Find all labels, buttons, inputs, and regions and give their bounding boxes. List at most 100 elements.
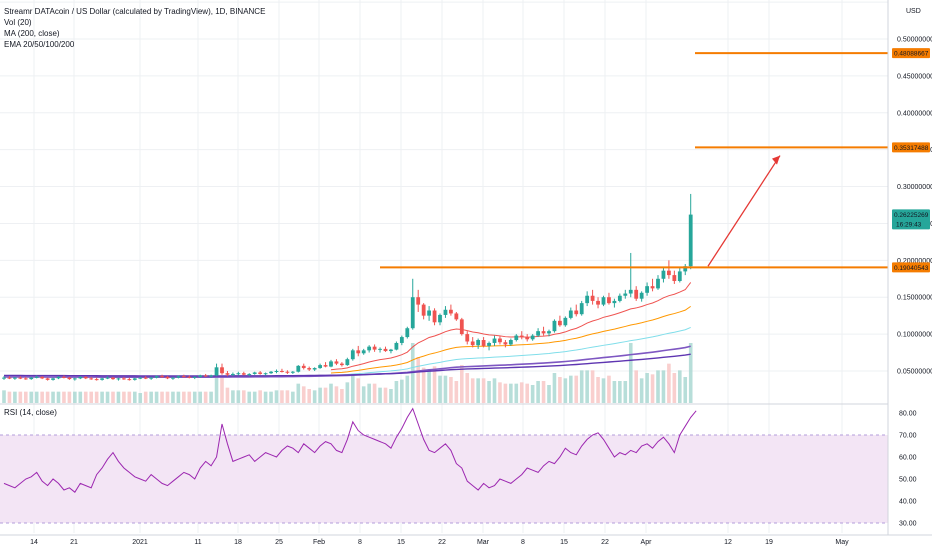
- candle-body: [269, 371, 273, 374]
- volume-bar: [427, 370, 431, 403]
- price-tag: [892, 142, 930, 153]
- price-tick-label: 0.30000000: [897, 184, 932, 191]
- candle-body: [345, 359, 350, 366]
- volume-bar: [361, 386, 366, 403]
- candle-body: [45, 378, 50, 380]
- volume-bar: [296, 383, 301, 403]
- volume-bar: [438, 375, 442, 403]
- volume-bar: [100, 391, 104, 403]
- candle-body: [100, 378, 104, 380]
- volume-bar: [24, 391, 28, 403]
- price-tick-label: 0.45000000: [897, 73, 932, 80]
- volume-bar: [634, 370, 638, 403]
- candle-body: [296, 365, 301, 372]
- rsi-tick-label: 40.00: [899, 499, 917, 506]
- volume-bar: [111, 391, 115, 403]
- volume-bar: [465, 373, 470, 403]
- volume-bar: [607, 375, 611, 403]
- volume-bar: [56, 391, 61, 403]
- volume-bar: [514, 383, 519, 403]
- candle-body: [62, 376, 66, 378]
- candle-body: [94, 379, 99, 381]
- candle-body: [623, 293, 628, 296]
- candle-body: [612, 300, 617, 304]
- candle-body: [280, 371, 284, 372]
- candle-body: [503, 342, 508, 345]
- candle-body: [176, 376, 181, 378]
- candle-body: [394, 342, 399, 350]
- volume-bar: [67, 391, 72, 403]
- candle-body: [72, 378, 77, 380]
- volume-bar: [171, 391, 175, 403]
- volume-bar: [225, 387, 230, 403]
- candle-body: [656, 278, 660, 289]
- candle-body: [143, 377, 148, 379]
- volume-bar: [29, 391, 34, 403]
- candle-body: [111, 377, 115, 380]
- volume-bar: [667, 363, 671, 403]
- volume-bar: [18, 391, 23, 403]
- volume-bar: [530, 385, 535, 403]
- candle-body: [241, 373, 246, 375]
- candle-body: [596, 300, 600, 305]
- candle-body: [487, 342, 491, 346]
- volume-bar: [405, 375, 410, 403]
- volume-bar: [678, 370, 682, 403]
- volume-bar: [73, 391, 77, 403]
- candle-body: [312, 368, 317, 370]
- candle-body: [399, 337, 404, 343]
- volume-bar: [372, 383, 377, 403]
- volume-bar: [269, 391, 273, 403]
- level-lines[interactable]: [380, 52, 888, 269]
- candle-body: [568, 310, 573, 318]
- price-tick-label: 0.20000000: [897, 258, 932, 265]
- projection-arrow[interactable]: [707, 155, 781, 267]
- volume-bar: [280, 390, 284, 403]
- candle-body: [274, 371, 279, 372]
- volume-bars: [2, 343, 693, 403]
- volume-bar: [552, 373, 557, 403]
- volume-bar: [138, 393, 143, 403]
- volume-bar: [62, 391, 66, 403]
- volume-bar: [432, 366, 437, 403]
- volume-bar: [454, 381, 459, 403]
- volume-bar: [389, 389, 393, 403]
- volume-bar: [220, 377, 224, 403]
- volume-bar: [203, 391, 208, 403]
- candle-body: [231, 373, 235, 375]
- volume-bar: [421, 367, 426, 403]
- candle-body: [634, 289, 639, 299]
- volume-bar: [672, 373, 677, 403]
- volume-bar: [231, 390, 235, 403]
- indicator-ema[interactable]: EMA 20/50/100/200: [4, 40, 75, 49]
- candle-body: [563, 317, 568, 326]
- volume-bar: [345, 382, 350, 403]
- volume-bar: [291, 391, 295, 403]
- candle-body: [541, 331, 546, 334]
- indicator-ma[interactable]: MA (200, close): [4, 29, 60, 38]
- candle-body: [236, 373, 241, 375]
- volume-bar: [661, 370, 666, 403]
- time-tick-label: 12: [724, 539, 732, 546]
- price-tag-label: 0.35317488: [894, 145, 929, 152]
- volume-bar: [487, 381, 491, 403]
- rsi-band: [0, 435, 888, 523]
- volume-bar: [416, 357, 420, 403]
- volume-bar: [285, 390, 290, 403]
- candle-body: [323, 365, 328, 367]
- candle-body: [574, 310, 579, 315]
- rsi-legend[interactable]: RSI (14, close): [4, 408, 57, 417]
- indicator-volume[interactable]: Vol (20): [4, 18, 32, 27]
- candle-body: [350, 350, 355, 360]
- time-tick-label: 15: [397, 539, 405, 546]
- candle-body: [421, 304, 426, 316]
- candle-body: [519, 335, 524, 338]
- candle-body: [285, 371, 290, 373]
- volume-bar: [476, 378, 480, 403]
- time-tick-label: 19: [765, 539, 773, 546]
- symbol-title[interactable]: Streamr DATAcoin / US Dollar (calculated…: [4, 7, 266, 16]
- candle-body: [318, 365, 322, 369]
- candle-body: [465, 334, 470, 342]
